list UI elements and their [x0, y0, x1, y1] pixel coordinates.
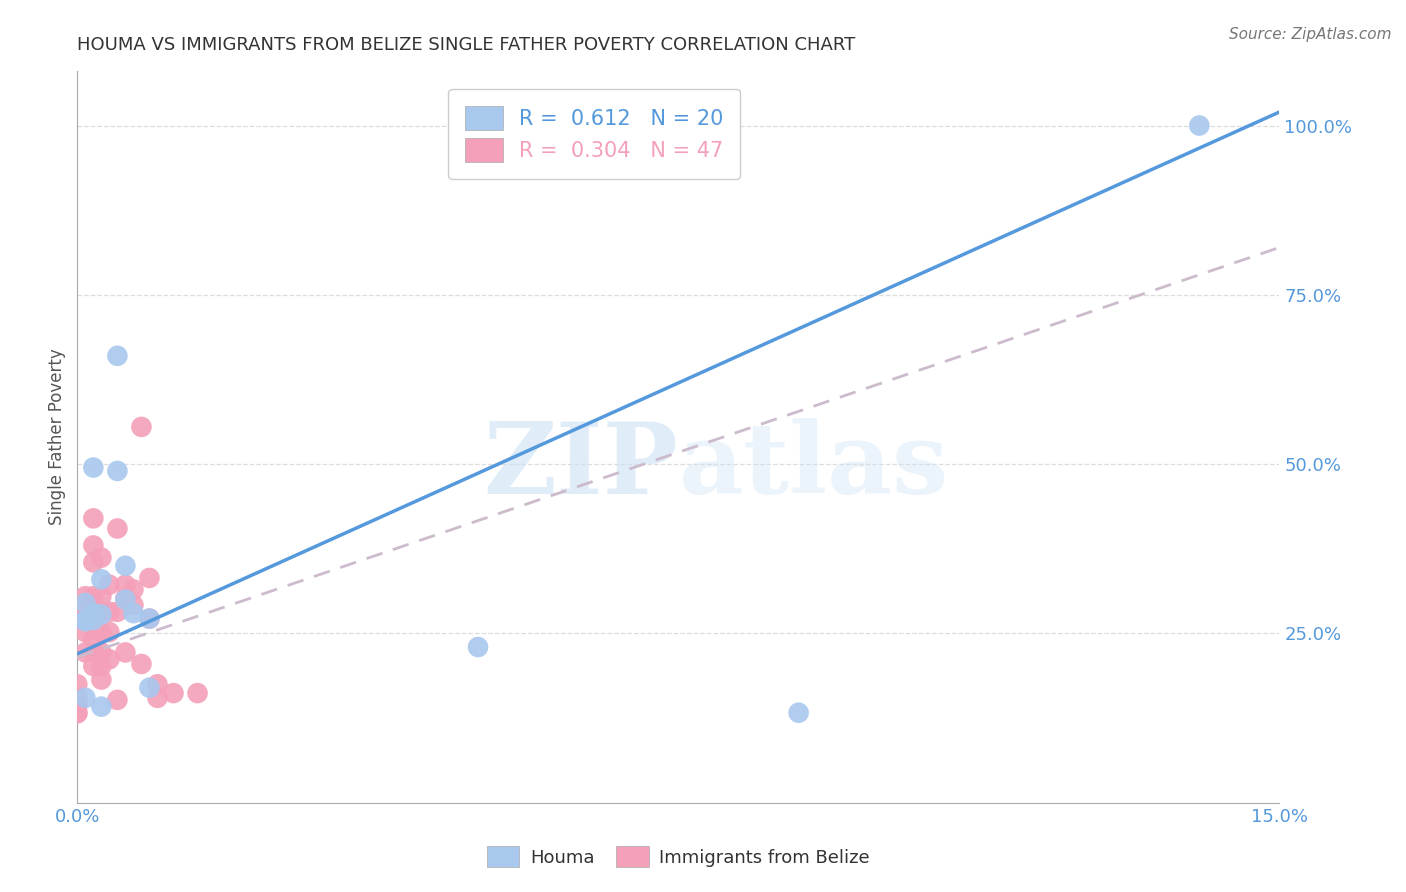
Immigrants from Belize	[138, 571, 160, 585]
Immigrants from Belize	[107, 693, 129, 707]
Immigrants from Belize	[82, 659, 104, 673]
Houma	[75, 615, 97, 629]
Immigrants from Belize	[66, 706, 89, 721]
Immigrants from Belize	[122, 598, 145, 612]
Immigrants from Belize	[114, 645, 136, 659]
Immigrants from Belize	[98, 605, 121, 619]
Immigrants from Belize	[82, 589, 104, 603]
Houma	[82, 606, 104, 620]
Immigrants from Belize	[75, 589, 97, 603]
Immigrants from Belize	[162, 686, 184, 700]
Y-axis label: Single Father Poverty: Single Father Poverty	[48, 349, 66, 525]
Immigrants from Belize	[75, 609, 97, 624]
Houma	[75, 596, 97, 610]
Immigrants from Belize	[82, 632, 104, 646]
Houma	[114, 558, 136, 573]
Immigrants from Belize	[146, 677, 169, 691]
Immigrants from Belize	[114, 578, 136, 592]
Immigrants from Belize	[98, 578, 121, 592]
Legend: Houma, Immigrants from Belize: Houma, Immigrants from Belize	[479, 839, 877, 874]
Houma	[787, 706, 810, 720]
Immigrants from Belize	[107, 605, 129, 619]
Immigrants from Belize	[90, 550, 112, 565]
Houma	[138, 681, 160, 695]
Houma	[122, 606, 145, 620]
Text: atlas: atlas	[679, 417, 949, 515]
Immigrants from Belize	[122, 582, 145, 597]
Houma	[1188, 119, 1211, 133]
Immigrants from Belize	[66, 690, 89, 705]
Immigrants from Belize	[90, 659, 112, 673]
Immigrants from Belize	[186, 686, 209, 700]
Immigrants from Belize	[66, 706, 89, 720]
Immigrants from Belize	[75, 611, 97, 625]
Houma	[90, 699, 112, 714]
Houma	[75, 690, 97, 705]
Houma	[90, 572, 112, 586]
Immigrants from Belize	[82, 511, 104, 525]
Immigrants from Belize	[131, 657, 153, 671]
Immigrants from Belize	[82, 555, 104, 569]
Houma	[107, 464, 129, 478]
Text: HOUMA VS IMMIGRANTS FROM BELIZE SINGLE FATHER POVERTY CORRELATION CHART: HOUMA VS IMMIGRANTS FROM BELIZE SINGLE F…	[77, 36, 856, 54]
Immigrants from Belize	[98, 625, 121, 640]
Immigrants from Belize	[66, 698, 89, 712]
Text: ZIP: ZIP	[484, 417, 679, 515]
Immigrants from Belize	[75, 645, 97, 659]
Houma	[114, 592, 136, 607]
Immigrants from Belize	[90, 589, 112, 603]
Houma	[82, 460, 104, 475]
Text: Source: ZipAtlas.com: Source: ZipAtlas.com	[1229, 27, 1392, 42]
Houma	[138, 611, 160, 625]
Immigrants from Belize	[82, 609, 104, 624]
Immigrants from Belize	[90, 673, 112, 687]
Immigrants from Belize	[90, 625, 112, 640]
Immigrants from Belize	[75, 605, 97, 619]
Immigrants from Belize	[146, 690, 169, 705]
Houma	[107, 349, 129, 363]
Immigrants from Belize	[131, 420, 153, 434]
Immigrants from Belize	[66, 677, 89, 691]
Immigrants from Belize	[90, 645, 112, 659]
Immigrants from Belize	[90, 605, 112, 619]
Immigrants from Belize	[107, 521, 129, 535]
Houma	[467, 640, 489, 654]
Immigrants from Belize	[138, 611, 160, 625]
Immigrants from Belize	[82, 538, 104, 552]
Immigrants from Belize	[114, 591, 136, 606]
Houma	[75, 613, 97, 627]
Immigrants from Belize	[82, 645, 104, 659]
Immigrants from Belize	[66, 698, 89, 713]
Immigrants from Belize	[75, 625, 97, 640]
Immigrants from Belize	[98, 652, 121, 666]
Houma	[82, 613, 104, 627]
Houma	[90, 607, 112, 622]
